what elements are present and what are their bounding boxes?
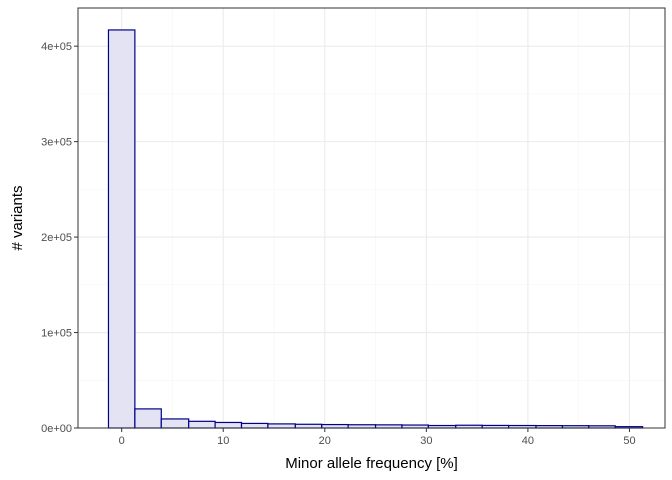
y-tick-label: 1e+05 <box>41 328 72 340</box>
x-axis: 0 10 20 30 40 50 <box>119 428 636 447</box>
histogram-bar <box>321 423 349 429</box>
histogram-bar <box>134 408 162 429</box>
histogram-bar <box>188 420 216 429</box>
y-axis-title: # variants <box>9 185 26 250</box>
x-tick-label: 50 <box>623 435 635 447</box>
panel-border <box>77 7 666 429</box>
x-tick-label: 40 <box>522 435 534 447</box>
x-tick-label: 0 <box>119 435 125 447</box>
y-tick-label: 2e+05 <box>41 232 72 244</box>
histogram-bar <box>240 422 269 429</box>
x-axis-title: Minor allele frequency [%] <box>285 455 458 472</box>
y-tick-label: 3e+05 <box>41 137 72 149</box>
x-tick-label: 30 <box>420 435 432 447</box>
y-tick-label: 4e+05 <box>41 41 72 53</box>
histogram-bar <box>267 423 296 429</box>
histogram-bar <box>214 421 243 429</box>
x-tick-label: 10 <box>217 435 229 447</box>
grid-lines <box>78 8 665 429</box>
y-tick-label: 0e+00 <box>41 423 72 435</box>
histogram-bar <box>294 423 323 429</box>
histogram-bar <box>160 418 190 429</box>
histogram-bar <box>107 29 136 429</box>
x-tick-label: 20 <box>319 435 331 447</box>
y-axis: 0e+00 1e+05 2e+05 3e+05 4e+05 <box>41 41 78 435</box>
